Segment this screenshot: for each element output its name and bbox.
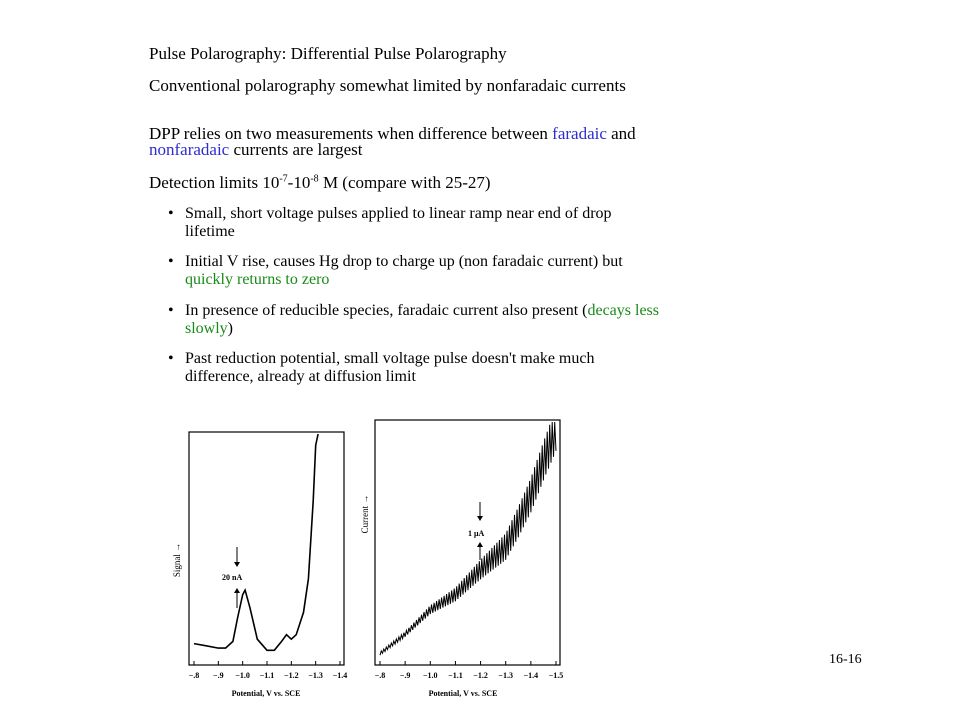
- x-ticks-left: −.8 −.9 −1.0 −1.1 −1.2 −1.3 −1.4: [189, 661, 348, 680]
- paragraph-dpp: DPP relies on two measurements when diff…: [149, 124, 669, 159]
- x-tick-label: −.9: [400, 671, 411, 680]
- bullet-text: Small, short voltage pulses applied to l…: [185, 205, 612, 240]
- x-tick-label: −1.0: [423, 671, 438, 680]
- x-tick-label: −1.1: [260, 671, 275, 680]
- bullet-text: Past reduction potential, small voltage …: [185, 350, 595, 385]
- slide-title: Pulse Polarography: Differential Pulse P…: [149, 44, 507, 63]
- curve-right: [379, 421, 557, 656]
- exponent-1: -7: [279, 173, 288, 185]
- bullet-dot: •: [168, 253, 174, 270]
- x-tick-label: −1.5: [549, 671, 564, 680]
- detection-text-2: -10: [287, 173, 311, 192]
- bullet-text: In presence of reducible species, farada…: [185, 302, 665, 338]
- paragraph-conventional: Conventional polarography somewhat limit…: [149, 76, 626, 95]
- exponent-2: -8: [310, 173, 319, 185]
- x-tick-label: −.8: [375, 671, 386, 680]
- x-tick-label: −.9: [213, 671, 224, 680]
- bullet-dot: •: [168, 205, 174, 222]
- scale-bar-label-left: 20 nA: [222, 573, 242, 582]
- scale-bar-right: 1 μA: [468, 502, 485, 560]
- x-tick-label: −1.0: [235, 671, 250, 680]
- x-axis-label-right: Potential, V vs. SCE: [429, 689, 498, 698]
- x-tick-label: −1.2: [473, 671, 488, 680]
- bullet-dot: •: [168, 302, 174, 319]
- bullet2-highlight: quickly returns to zero: [185, 271, 330, 288]
- curve-left: [193, 433, 319, 652]
- detection-text-3: M (compare with 25-27): [318, 173, 491, 192]
- scale-bar-label-right: 1 μA: [468, 529, 485, 538]
- x-tick-label: −1.4: [333, 671, 348, 680]
- bullet2-text-1: Initial V rise, causes Hg drop to charge…: [185, 253, 623, 270]
- scale-bar-left: 20 nA: [222, 547, 242, 608]
- bullet3-highlight: decays less slowly: [185, 302, 659, 337]
- x-ticks-right: −.8 −.9 −1.0 −1.1 −1.2 −1.3 −1.4 −1.5: [375, 661, 564, 680]
- dpp-text-2: and: [606, 124, 636, 143]
- x-tick-label: −1.3: [498, 671, 513, 680]
- x-tick-label: −1.3: [308, 671, 323, 680]
- faradaic-term: faradaic: [552, 124, 607, 143]
- bullet-text: Initial V rise, causes Hg drop to charge…: [185, 253, 665, 289]
- x-tick-label: −1.1: [448, 671, 463, 680]
- plot-frame-left: [188, 431, 345, 666]
- x-tick-label: −1.2: [284, 671, 299, 680]
- plot-frame-right: [374, 419, 561, 666]
- figure-polarograms: −.8 −.9 −1.0 −1.1 −1.2 −1.3 −1.4 Signal → Pote…: [172, 419, 564, 698]
- chart-right: −.8 −.9 −1.0 −1.1 −1.2 −1.3 −1.4 −1.5 Current →…: [360, 419, 564, 698]
- y-axis-label-left: Signal →: [172, 543, 182, 577]
- chart-left: −.8 −.9 −1.0 −1.1 −1.2 −1.3 −1.4 Signal → Pote…: [172, 431, 348, 698]
- paragraph-detection-limits: Detection limits 10-7-10-8 M (compare wi…: [149, 173, 669, 192]
- bullet-dot: •: [168, 350, 174, 367]
- x-axis-label-left: Potential, V vs. SCE: [232, 689, 301, 698]
- dpp-text-3: currents are largest: [229, 140, 363, 159]
- slide-number: 16-16: [829, 652, 862, 667]
- y-axis-label-right: Current →: [360, 495, 370, 534]
- detection-text-1: Detection limits 10: [149, 173, 280, 192]
- x-tick-label: −.8: [189, 671, 200, 680]
- dpp-text-1: DPP relies on two measurements when diff…: [149, 124, 553, 143]
- nonfaradaic-term: nonfaradaic: [149, 140, 230, 159]
- x-tick-label: −1.4: [524, 671, 539, 680]
- bullet3-text-2: ): [227, 320, 233, 337]
- bullet3-text-1: In presence of reducible species, farada…: [185, 302, 588, 319]
